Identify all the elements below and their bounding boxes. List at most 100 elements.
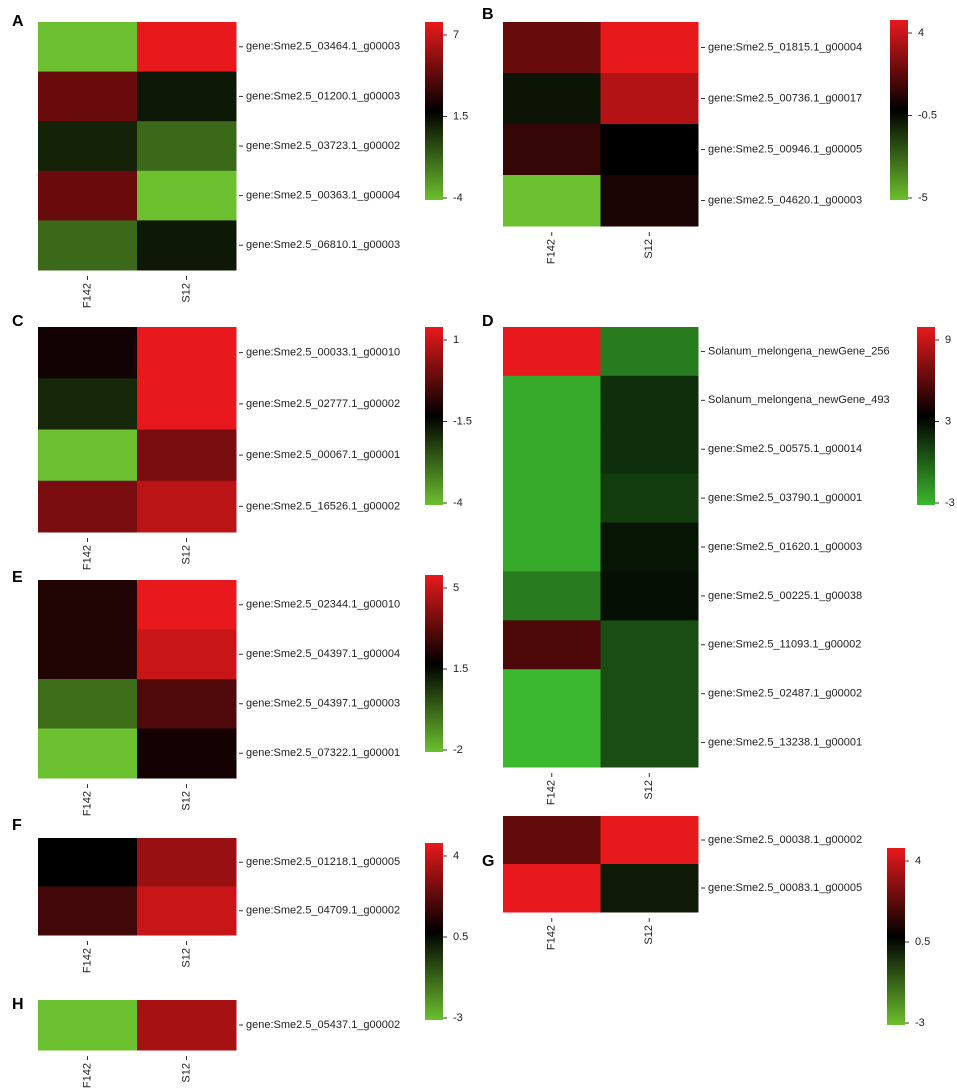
heatmap-cell [137,1000,237,1051]
column-label: S12 [180,283,192,303]
heatmap-cell [503,327,601,377]
column-label: F142 [546,239,558,264]
row-label: gene:Sme2.5_01620.1_g00003 [708,541,862,553]
colorbar-tick-label: -3 [945,497,955,509]
row-label: gene:Sme2.5_00575.1_g00014 [708,443,862,455]
panel-label: H [12,996,24,1013]
column-label: F142 [546,780,558,805]
heatmap-cell [38,220,138,271]
row-label: gene:Sme2.5_02344.1_g00010 [246,599,400,611]
colorbar-tick-label: 3 [945,415,951,427]
heatmap-cell [503,22,601,74]
heatmap-cell [38,71,138,122]
heatmap-cell [600,424,699,475]
heatmap-cell [503,124,601,176]
heatmap-cell [137,378,237,430]
colorbar-tick-label: 1 [453,334,459,346]
heatmap-cell [137,480,237,533]
row-label: gene:Sme2.5_05437.1_g00002 [246,1019,400,1031]
row-label: gene:Sme2.5_04620.1_g00003 [708,194,862,206]
heatmap-cell [38,170,138,221]
heatmap-cell [38,480,138,533]
row-label: gene:Sme2.5_01815.1_g00004 [708,41,862,53]
heatmap-cell [600,124,699,176]
heatmap-cell [503,864,601,913]
heatmap-cell [600,864,699,913]
colorbar-tick-label: -3 [915,1017,925,1029]
heatmap-cell [137,886,237,936]
row-label: gene:Sme2.5_06810.1_g00003 [246,239,400,251]
row-label: gene:Sme2.5_07322.1_g00001 [246,747,400,759]
colorbar-tick-label: -4 [453,497,463,509]
colorbar-tick-label: -0.5 [918,109,937,121]
column-label: S12 [643,239,655,259]
colorbar-tick-label: 4 [918,27,924,39]
heatmap-cell [38,429,138,482]
heatmap-cell [503,73,601,125]
colorbar-tick-label: -5 [918,192,928,204]
panel-label: D [482,313,494,330]
row-label: gene:Sme2.5_04397.1_g00003 [246,698,400,710]
heatmap-cell [38,327,138,379]
colorbar-tick-label: 1.5 [453,663,468,675]
colorbar [887,848,905,1025]
heatmap-cell [600,175,699,227]
colorbar-tick-label: -2 [453,744,463,756]
colorbar [425,22,443,200]
heatmap-cell [38,886,138,936]
heatmap-cell [600,718,699,768]
colorbar [425,575,443,752]
colorbar [917,327,935,505]
heatmap-cell [137,429,237,482]
colorbar-tick-label: 4 [453,850,459,862]
column-label: S12 [180,948,192,968]
row-label: gene:Sme2.5_04709.1_g00002 [246,905,400,917]
heatmap-cell [137,728,237,779]
heatmap-cell [600,22,699,74]
heatmap-cell [600,73,699,125]
heatmap-cell [38,580,138,630]
column-label: F142 [81,283,93,308]
colorbar-tick-label: 7 [453,29,459,41]
heatmap-cell [137,327,237,379]
row-label: gene:Sme2.5_00067.1_g00001 [246,449,400,461]
row-label: gene:Sme2.5_16526.1_g00002 [246,500,400,512]
column-label: S12 [180,791,192,811]
column-label: S12 [180,1063,192,1083]
heatmap-cell [38,629,138,680]
row-label: gene:Sme2.5_03464.1_g00003 [246,41,400,53]
colorbar-tick-label: 1.5 [453,110,468,122]
colorbar-tick-label: 0.5 [453,931,468,943]
heatmap-cell [137,121,237,172]
colorbar [890,20,908,200]
colorbar [425,843,443,1020]
heatmap-cell [600,522,699,572]
heatmap-cell [38,679,138,729]
heatmap-cell [38,728,138,779]
colorbar-tick-label: -4 [453,192,463,204]
row-label: gene:Sme2.5_13238.1_g00001 [708,736,862,748]
row-label: gene:Sme2.5_00038.1_g00002 [708,834,862,846]
colorbar-tick-label: -3 [453,1012,463,1024]
column-label: S12 [643,780,655,800]
row-label: gene:Sme2.5_01200.1_g00003 [246,90,400,102]
heatmap-cell [137,838,237,887]
column-label: F142 [81,545,93,570]
heatmap-cell [137,170,237,221]
panel-label: F [12,817,22,834]
heatmap-cell [137,679,237,729]
heatmap-cell [137,220,237,271]
column-label: F142 [546,925,558,950]
heatmap-cell [503,522,601,572]
column-label: S12 [180,545,192,565]
row-label: gene:Sme2.5_03790.1_g00001 [708,492,862,504]
heatmap-cell [38,378,138,430]
heatmap-cell [503,620,601,670]
colorbar-tick-label: -1.5 [453,415,472,427]
row-label: gene:Sme2.5_04397.1_g00004 [246,648,400,660]
heatmap-cell [503,816,601,865]
row-label: gene:Sme2.5_02777.1_g00002 [246,398,400,410]
row-label: gene:Sme2.5_00083.1_g00005 [708,882,862,894]
colorbar-tick-label: 5 [453,582,459,594]
